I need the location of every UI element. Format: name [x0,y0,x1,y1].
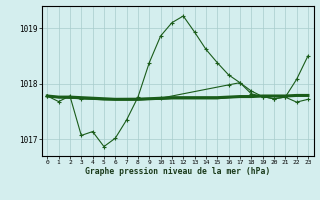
X-axis label: Graphe pression niveau de la mer (hPa): Graphe pression niveau de la mer (hPa) [85,167,270,176]
